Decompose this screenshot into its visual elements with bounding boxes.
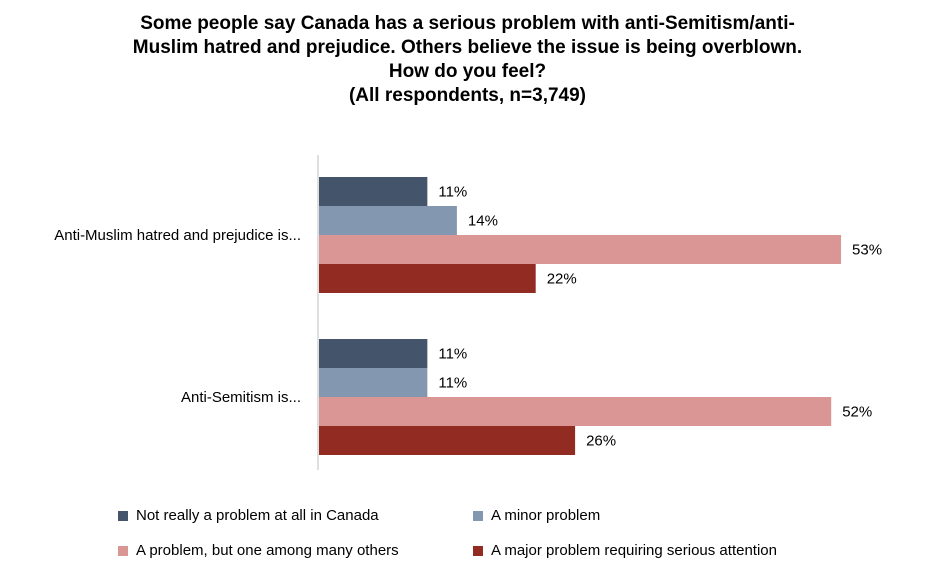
title-line-2: Muslim hatred and prejudice. Others beli… [132, 37, 803, 58]
bar-2-4 [319, 426, 576, 455]
chart-title: Some people say Canada has a serious pro… [0, 12, 935, 108]
bar-2-3 [319, 397, 832, 426]
data-label-2-1: 11% [438, 346, 467, 363]
bar-2-1 [319, 339, 428, 368]
category-labels: Anti-Muslim hatred and prejudice is... An… [54, 227, 301, 406]
data-label-1-4: 22% [547, 271, 577, 288]
category-label-1: Anti-Muslim hatred and prejudice is... [54, 227, 301, 244]
bar-1-1 [319, 177, 428, 206]
data-label-2-2: 11% [438, 375, 467, 392]
data-label-1-3: 53% [852, 242, 882, 259]
category-label-2: Anti-Semitism is... [181, 389, 301, 406]
data-label-2-4: 26% [586, 433, 616, 450]
bar-1-2 [319, 206, 457, 235]
data-label-1-2: 14% [468, 213, 498, 230]
title-line-1: Some people say Canada has a serious pro… [140, 13, 795, 34]
bar-2-2 [319, 368, 428, 397]
title-line-4: (All respondents, n=3,749) [348, 85, 587, 106]
bar-1-4 [319, 264, 536, 293]
data-label-2-3: 52% [842, 404, 872, 421]
bars-group: 11%14%53%22%11%11%52%26% [319, 177, 882, 455]
data-label-1-1: 11% [438, 184, 467, 201]
bar-1-3 [319, 235, 842, 264]
title-line-3: How do you feel? [388, 61, 547, 82]
